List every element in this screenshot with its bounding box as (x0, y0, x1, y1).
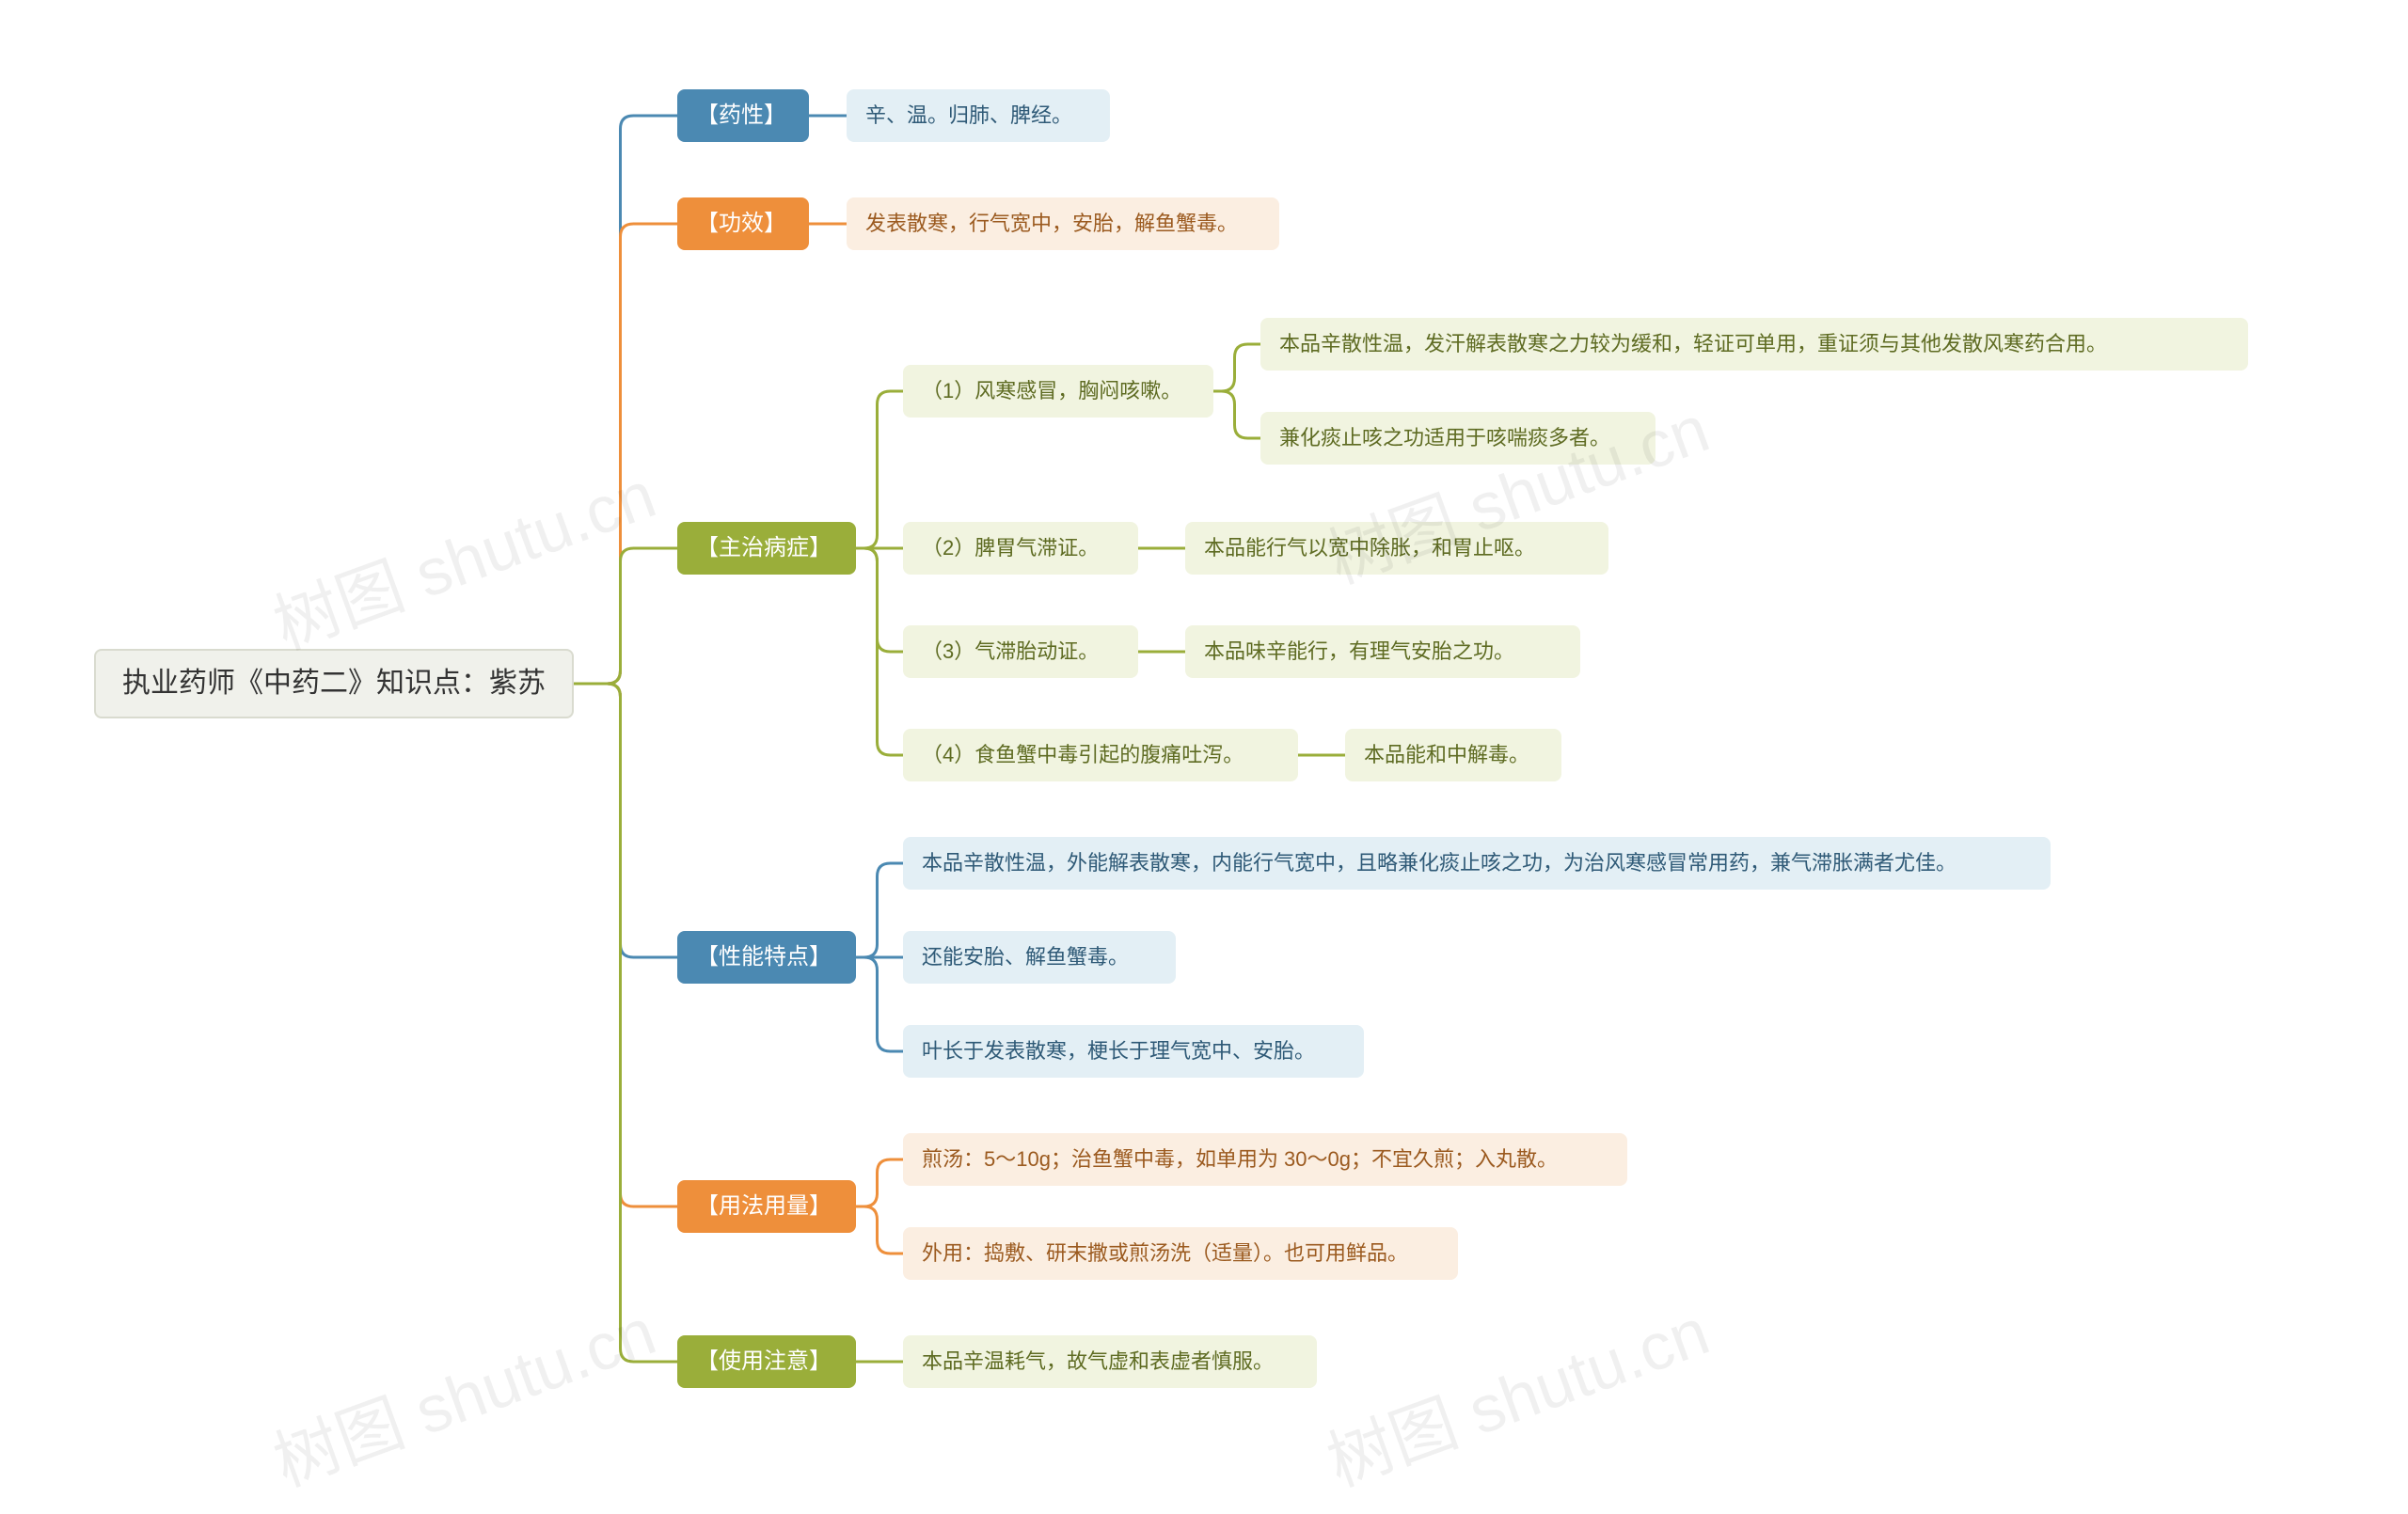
node-b3c4-label: （4）食鱼蟹中毒引起的腹痛吐泻。 (922, 741, 1244, 770)
watermark: 树图 shutu.cn (1313, 1280, 1720, 1506)
connector (856, 1159, 903, 1206)
connector (574, 224, 677, 684)
node-b6c1-label: 本品辛温耗气，故气虚和表虚者慎服。 (922, 1348, 1274, 1377)
branch-b5: 【用法用量】 (677, 1180, 856, 1233)
branch-b2: 【功效】 (677, 197, 809, 250)
node-b5c2: 外用：捣敷、研末撒或煎汤洗（适量）。也可用鲜品。 (903, 1227, 1458, 1280)
connector (1213, 391, 1260, 438)
root-label: 执业药师《中药二》知识点：紫苏 (122, 664, 546, 703)
node-b4c3: 叶长于发表散寒，梗长于理气宽中、安胎。 (903, 1025, 1364, 1078)
node-b5c1: 煎汤：5～10g；治鱼蟹中毒，如单用为 30～0g；不宜久煎；入丸散。 (903, 1133, 1627, 1186)
node-b4c2: 还能安胎、解鱼蟹毒。 (903, 931, 1176, 984)
connector (856, 957, 903, 1051)
branch-b6-label: 【使用注意】 (696, 1346, 832, 1378)
connector (574, 684, 677, 957)
node-b3c3-label: （3）气滞胎动证。 (922, 638, 1099, 667)
node-b3c3a: 本品味辛能行，有理气安胎之功。 (1185, 625, 1580, 678)
node-b3c3a-label: 本品味辛能行，有理气安胎之功。 (1204, 638, 1514, 667)
connector (574, 684, 677, 1206)
node-b3c1a-label: 本品辛散性温，发汗解表散寒之力较为缓和，轻证可单用，重证须与其他发散风寒药合用。 (1279, 330, 2107, 359)
node-b1c1: 辛、温。归肺、脾经。 (847, 89, 1110, 142)
watermark: 树图 shutu.cn (260, 443, 667, 669)
connector (574, 548, 677, 684)
node-b2c1: 发表散寒，行气宽中，安胎，解鱼蟹毒。 (847, 197, 1279, 250)
branch-b4: 【性能特点】 (677, 931, 856, 984)
branch-b3: 【主治病症】 (677, 522, 856, 575)
node-b3c1-label: （1）风寒感冒，胸闷咳嗽。 (922, 377, 1181, 406)
branch-b2-label: 【功效】 (696, 208, 786, 240)
connector (856, 1206, 903, 1254)
node-b6c1: 本品辛温耗气，故气虚和表虚者慎服。 (903, 1335, 1317, 1388)
connector (856, 863, 903, 957)
node-b3c1a: 本品辛散性温，发汗解表散寒之力较为缓和，轻证可单用，重证须与其他发散风寒药合用。 (1260, 318, 2248, 371)
node-b3c4a: 本品能和中解毒。 (1345, 729, 1561, 781)
node-b5c1-label: 煎汤：5～10g；治鱼蟹中毒，如单用为 30～0g；不宜久煎；入丸散。 (922, 1145, 1558, 1175)
node-b3c1: （1）风寒感冒，胸闷咳嗽。 (903, 365, 1213, 418)
node-b1c1-label: 辛、温。归肺、脾经。 (865, 102, 1072, 131)
node-b4c2-label: 还能安胎、解鱼蟹毒。 (922, 943, 1129, 972)
root-node: 执业药师《中药二》知识点：紫苏 (94, 649, 574, 718)
node-b3c4a-label: 本品能和中解毒。 (1364, 741, 1529, 770)
connector (856, 391, 903, 548)
connector (574, 116, 677, 684)
branch-b3-label: 【主治病症】 (696, 532, 832, 564)
node-b4c3-label: 叶长于发表散寒，梗长于理气宽中、安胎。 (922, 1037, 1315, 1066)
node-b3c2: （2）脾胃气滞证。 (903, 522, 1138, 575)
connector (856, 548, 903, 755)
branch-b6: 【使用注意】 (677, 1335, 856, 1388)
watermark: 树图 shutu.cn (260, 1280, 667, 1506)
node-b3c4: （4）食鱼蟹中毒引起的腹痛吐泻。 (903, 729, 1298, 781)
connector (1213, 344, 1260, 391)
node-b4c1: 本品辛散性温，外能解表散寒，内能行气宽中，且略兼化痰止咳之功，为治风寒感冒常用药… (903, 837, 2051, 890)
node-b3c3: （3）气滞胎动证。 (903, 625, 1138, 678)
node-b5c2-label: 外用：捣敷、研末撒或煎汤洗（适量）。也可用鲜品。 (922, 1239, 1408, 1269)
node-b3c1b-label: 兼化痰止咳之功适用于咳喘痰多者。 (1279, 424, 1610, 453)
branch-b5-label: 【用法用量】 (696, 1191, 832, 1222)
branch-b1-label: 【药性】 (696, 100, 786, 132)
branch-b1: 【药性】 (677, 89, 809, 142)
connector (574, 684, 677, 1362)
node-b2c1-label: 发表散寒，行气宽中，安胎，解鱼蟹毒。 (865, 210, 1238, 239)
node-b3c2-label: （2）脾胃气滞证。 (922, 534, 1099, 563)
node-b3c2a: 本品能行气以宽中除胀，和胃止呕。 (1185, 522, 1608, 575)
branch-b4-label: 【性能特点】 (696, 941, 832, 973)
connector (856, 548, 903, 652)
node-b4c1-label: 本品辛散性温，外能解表散寒，内能行气宽中，且略兼化痰止咳之功，为治风寒感冒常用药… (922, 849, 1956, 878)
node-b3c2a-label: 本品能行气以宽中除胀，和胃止呕。 (1204, 534, 1535, 563)
node-b3c1b: 兼化痰止咳之功适用于咳喘痰多者。 (1260, 412, 1656, 465)
